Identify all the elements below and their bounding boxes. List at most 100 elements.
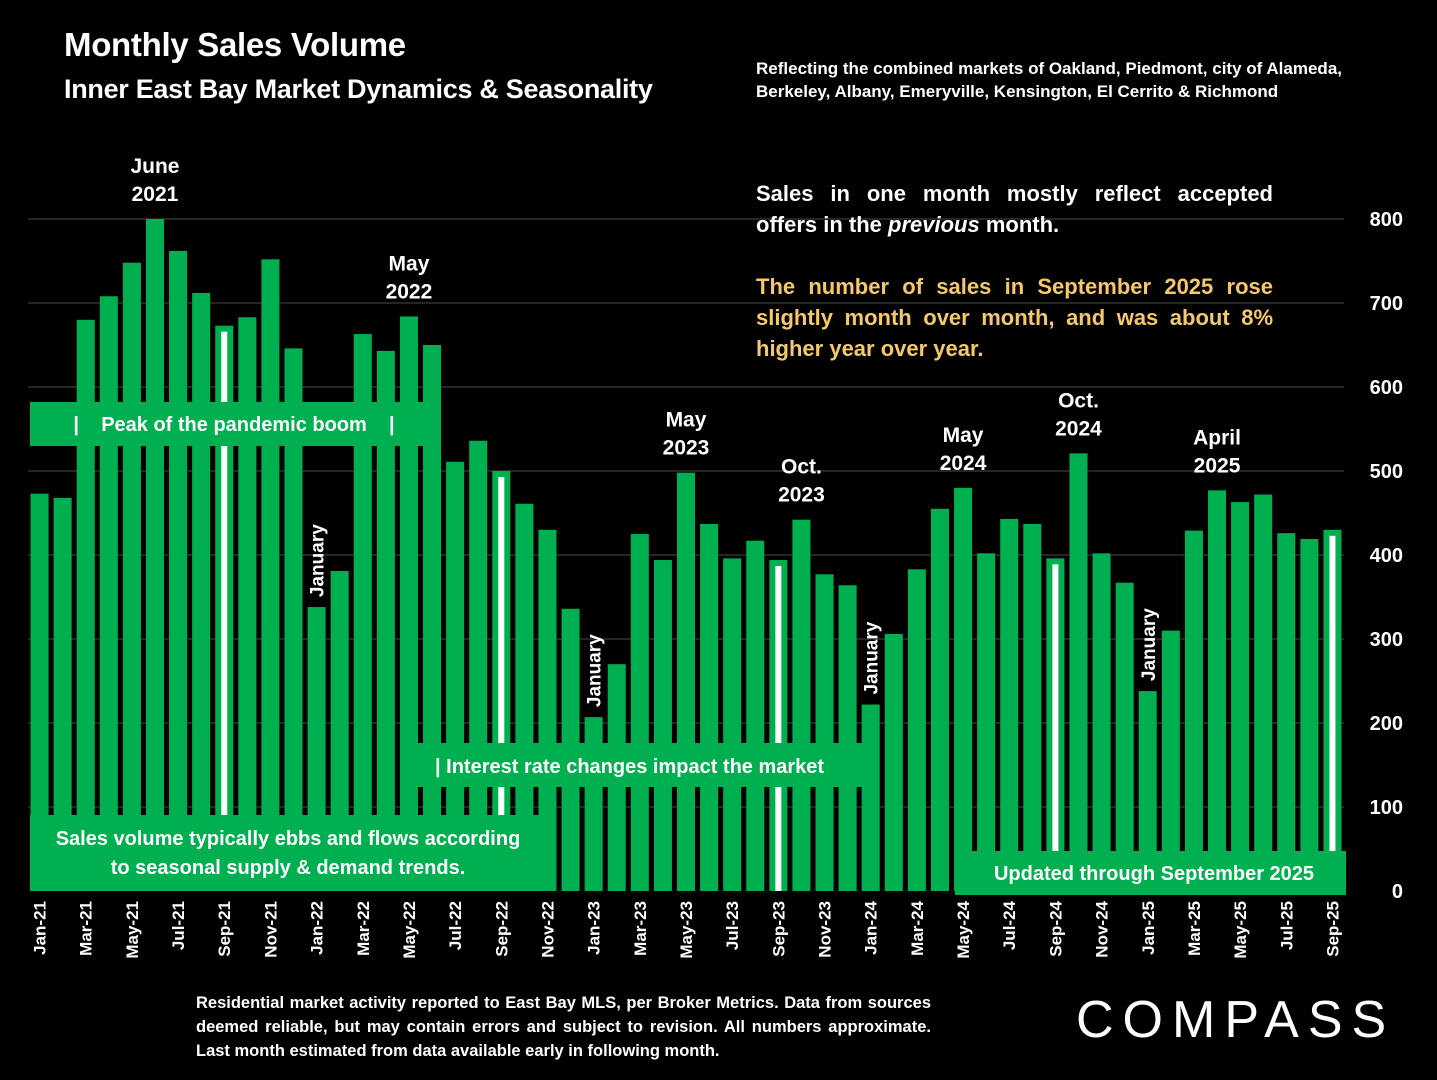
- y-tick-label: 400: [1370, 545, 1403, 567]
- peak-label: June: [130, 155, 179, 178]
- x-tick-label: Jul-24: [1000, 900, 1019, 950]
- bar: [630, 534, 649, 891]
- january-label: January: [862, 621, 883, 694]
- market-coverage-note: Reflecting the combined markets of Oakla…: [756, 59, 1342, 101]
- bar: [676, 472, 696, 891]
- x-tick-label: Jan-25: [1139, 901, 1158, 955]
- bar: [1161, 630, 1180, 891]
- interest-annotation-box: [402, 743, 868, 787]
- peak-label: May: [666, 409, 707, 432]
- x-tick-label: Jul-21: [169, 901, 188, 950]
- bar: [977, 553, 996, 891]
- compass-logo: COMPASS: [1076, 991, 1396, 1049]
- x-tick-label: Nov-21: [261, 901, 280, 958]
- peak-label-year: 2024: [1055, 417, 1102, 440]
- january-label: January: [308, 524, 329, 597]
- peak-label-year: 2025: [1194, 454, 1241, 477]
- bar: [907, 569, 926, 891]
- x-tick-label: Jan-22: [308, 901, 327, 955]
- september-markers: [221, 331, 1336, 891]
- bar: [1208, 490, 1227, 891]
- y-tick-label: 700: [1370, 293, 1403, 315]
- peak-label-year: 2023: [778, 484, 825, 507]
- y-tick-label: 500: [1370, 461, 1403, 483]
- pandemic-annotation-box: [30, 402, 438, 446]
- bar: [653, 560, 672, 891]
- september-marker: [1329, 535, 1336, 891]
- pandemic-annotation-text: | Peak of the pandemic boom |: [73, 414, 394, 436]
- commentary-text-a: Sales in one month mostly reflect accept…: [756, 181, 1273, 237]
- bar: [1023, 523, 1042, 891]
- x-tick-label: Jan-23: [585, 901, 604, 955]
- y-tick-label: 600: [1370, 377, 1403, 399]
- bar: [515, 503, 534, 891]
- x-tick-label: May-24: [954, 900, 973, 958]
- x-tick-label: May-21: [123, 901, 142, 959]
- x-tick-label: May-22: [400, 901, 419, 959]
- x-axis-labels: Jan-21 Mar-21 May-21 Jul-21 Sep-21 Nov-21 Jan-…: [31, 900, 1343, 958]
- january-label: January: [1139, 608, 1160, 681]
- bar: [1254, 494, 1273, 891]
- bar: [815, 574, 834, 891]
- x-tick-label: Jul-25: [1277, 901, 1296, 950]
- x-tick-label: Sep-23: [769, 901, 788, 957]
- bar: [723, 558, 742, 891]
- seasonal-annotation: Sales volume typically ebbs and flows ac…: [30, 815, 540, 891]
- y-tick-label: 200: [1370, 713, 1403, 735]
- x-tick-label: Sep-22: [492, 901, 511, 957]
- bar: [53, 497, 72, 891]
- bar: [169, 250, 188, 892]
- seasonal-annotation-line2: to seasonal supply & demand trends.: [111, 857, 466, 879]
- bar: [861, 704, 880, 891]
- peak-label-year: 2022: [386, 280, 433, 303]
- bar: [930, 508, 949, 891]
- interest-annotation-text: | Interest rate changes impact the marke…: [435, 756, 824, 778]
- bar: [122, 262, 141, 891]
- bar: [1184, 530, 1203, 891]
- peak-label: Oct.: [1058, 389, 1099, 412]
- bar: [192, 292, 211, 891]
- seasonal-annotation-box: [30, 815, 540, 891]
- peak-label: May: [389, 252, 430, 275]
- september-marker: [775, 566, 782, 891]
- seasonal-annotation-line1: Sales volume typically ebbs and flows ac…: [56, 828, 521, 850]
- bar: [884, 633, 903, 891]
- x-tick-label: Mar-22: [354, 901, 373, 956]
- footer-disclaimer: Residential market activity reported to …: [196, 994, 931, 1060]
- y-tick-label: 100: [1370, 797, 1403, 819]
- x-tick-label: Jan-21: [31, 901, 50, 955]
- bar: [238, 317, 257, 891]
- x-tick-label: Nov-22: [538, 901, 557, 958]
- peak-labels: June 2021 May 2022 May 2023 Oct. 2023 May 2024 Oct…: [130, 155, 1240, 507]
- peak-label-year: 2024: [940, 452, 987, 475]
- chart-title: Monthly Sales Volume: [64, 26, 406, 63]
- x-tick-label: Nov-23: [816, 901, 835, 958]
- bar: [30, 493, 49, 891]
- x-tick-label: Mar-23: [631, 901, 650, 956]
- bar: [700, 523, 719, 891]
- x-tick-label: May-25: [1231, 901, 1250, 959]
- bar: [792, 519, 811, 891]
- y-axis-labels: 0 100 200 300 400 500 600 700 800: [1370, 209, 1403, 903]
- bar: [1300, 539, 1319, 891]
- bar: [284, 348, 303, 891]
- peak-label: Oct.: [781, 456, 822, 479]
- bar: [1138, 691, 1157, 891]
- bar: [99, 296, 118, 891]
- bar: [261, 259, 280, 891]
- peak-label: April: [1193, 426, 1241, 449]
- x-tick-label: Sep-24: [1046, 900, 1065, 956]
- x-tick-label: May-23: [677, 901, 696, 959]
- y-tick-label: 300: [1370, 629, 1403, 651]
- january-label: January: [585, 634, 606, 707]
- x-tick-label: Sep-25: [1323, 901, 1342, 957]
- bar: [1069, 453, 1088, 891]
- x-tick-label: Nov-24: [1093, 900, 1112, 957]
- interest-annotation: | Interest rate changes impact the marke…: [402, 743, 868, 787]
- september-marker: [498, 477, 505, 891]
- commentary-text-b: month.: [979, 212, 1060, 237]
- september-marker: [221, 331, 228, 891]
- x-tick-label: Jul-23: [723, 901, 742, 950]
- commentary-emphasis: previous: [888, 212, 980, 237]
